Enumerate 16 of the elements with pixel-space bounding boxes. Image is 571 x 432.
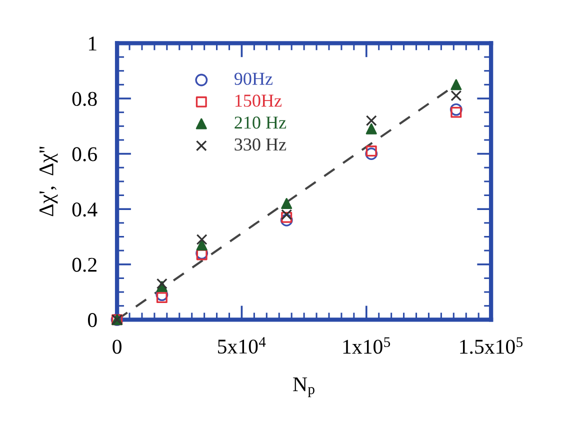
x-tick-label: 1.5x10$^{5}$ (460, 337, 523, 354)
y-tick-label: 0.8 (72, 92, 97, 106)
legend-label: 210 Hz (234, 116, 286, 129)
y-tick-label: 0 (88, 313, 97, 328)
y-tick-label: 0.2 (72, 258, 96, 272)
x-axis-title: N$_{p}$ (293, 377, 314, 398)
y-axis-title: Δχ', Δχ'' (39, 146, 58, 216)
legend-label: 150Hz (235, 94, 282, 107)
y-tick-label: 0.4 (72, 202, 98, 217)
y-tick-label: 1 (89, 36, 96, 50)
legend-label: 90Hz (234, 72, 273, 85)
x-tick-label: 1x10$^{5}$ (343, 337, 390, 354)
y-tick-label: 0.6 (72, 147, 97, 162)
legend-label: 330 Hz (234, 138, 286, 151)
x-tick-label: 0 (112, 340, 122, 354)
x-tick-label: 5x10$^{4}$ (218, 337, 266, 354)
